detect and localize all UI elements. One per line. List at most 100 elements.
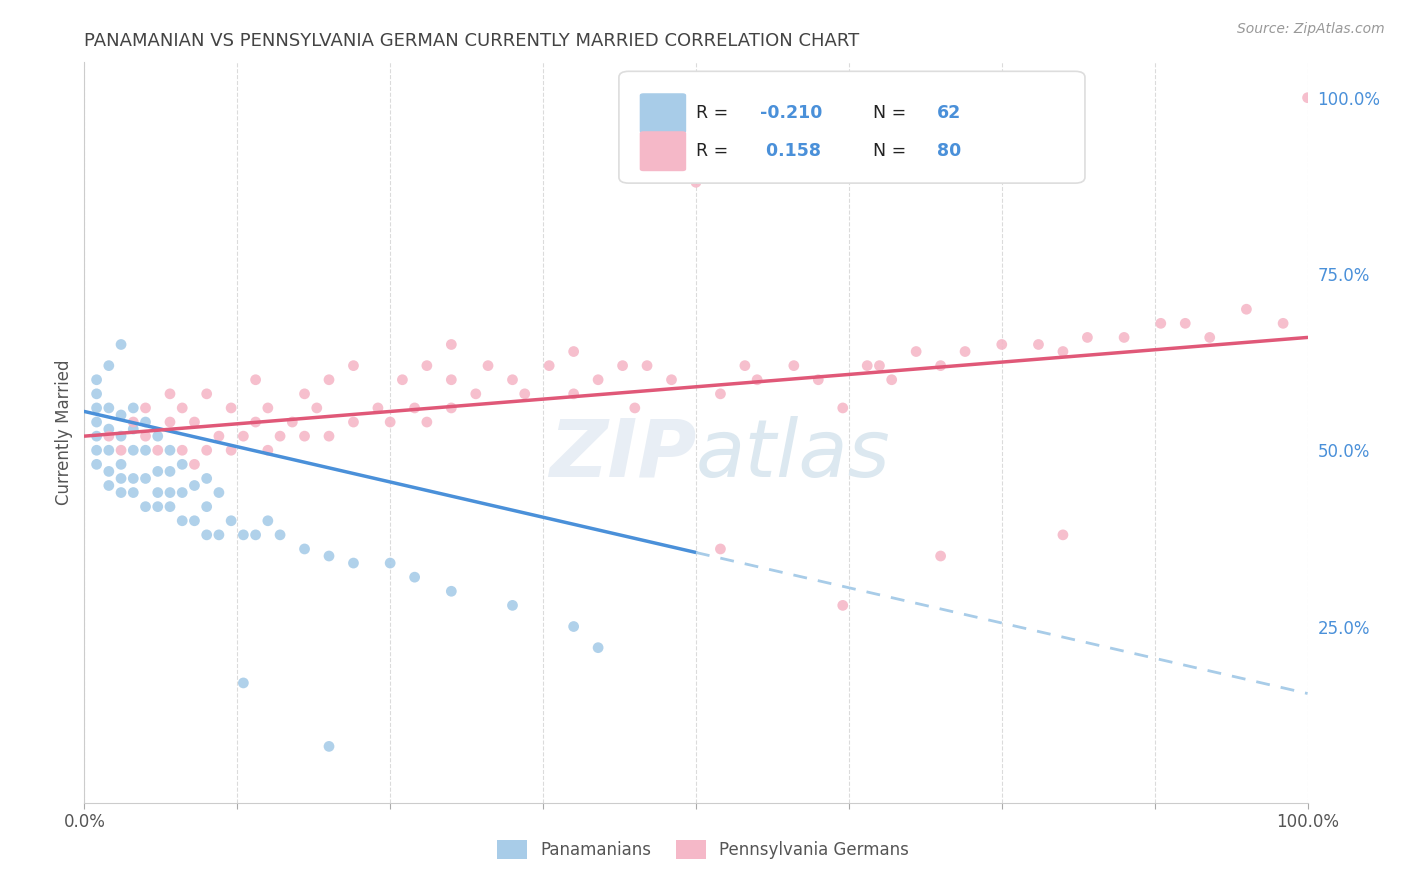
Point [195, 471, 218, 485]
Point [122, 422, 145, 436]
Point [195, 528, 218, 542]
Point [440, 401, 463, 415]
Point [135, 415, 157, 429]
Y-axis label: Currently Married: Currently Married [55, 359, 73, 506]
Point [929, 549, 952, 563]
Point [318, 373, 340, 387]
Point [1028, 337, 1050, 351]
Point [86, 429, 108, 443]
Point [183, 514, 205, 528]
Point [318, 549, 340, 563]
Point [86, 443, 108, 458]
Point [953, 344, 976, 359]
Point [1296, 91, 1319, 105]
Point [110, 408, 132, 422]
Text: R =: R = [696, 104, 734, 122]
FancyBboxPatch shape [619, 71, 1085, 183]
Point [305, 401, 328, 415]
Point [318, 429, 340, 443]
Point [135, 500, 157, 514]
Point [1052, 528, 1074, 542]
Point [342, 359, 364, 373]
Point [183, 415, 205, 429]
Point [636, 359, 658, 373]
Point [281, 415, 304, 429]
Text: 80: 80 [936, 142, 962, 161]
Point [86, 458, 108, 472]
Point [146, 500, 169, 514]
Point [624, 401, 647, 415]
Text: N =: N = [873, 142, 912, 161]
Point [195, 500, 218, 514]
Point [86, 387, 108, 401]
Point [86, 415, 108, 429]
Point [135, 443, 157, 458]
Point [159, 500, 181, 514]
Point [404, 401, 426, 415]
Point [747, 373, 769, 387]
Point [232, 429, 254, 443]
Point [110, 443, 132, 458]
Point [464, 387, 486, 401]
Point [416, 415, 439, 429]
Point [709, 387, 731, 401]
Point [294, 429, 316, 443]
Text: 62: 62 [936, 104, 962, 122]
Point [562, 344, 585, 359]
Point [269, 528, 291, 542]
Point [195, 387, 218, 401]
Point [709, 541, 731, 556]
Point [146, 485, 169, 500]
Point [562, 619, 585, 633]
Point [172, 514, 194, 528]
Point [245, 415, 267, 429]
Point [440, 373, 463, 387]
Text: N =: N = [873, 104, 912, 122]
Point [110, 429, 132, 443]
Point [122, 485, 145, 500]
Point [146, 443, 169, 458]
Point [783, 359, 806, 373]
Text: ZIP: ZIP [548, 416, 696, 494]
Point [257, 401, 280, 415]
Point [440, 337, 463, 351]
Point [159, 464, 181, 478]
Point [318, 739, 340, 754]
Point [1076, 330, 1098, 344]
Point [122, 401, 145, 415]
Point [685, 175, 707, 189]
Point [294, 541, 316, 556]
Point [97, 478, 120, 492]
Point [110, 471, 132, 485]
Text: Source: ZipAtlas.com: Source: ZipAtlas.com [1237, 22, 1385, 37]
Point [257, 443, 280, 458]
Point [1114, 330, 1136, 344]
Point [146, 429, 169, 443]
Text: 0.158: 0.158 [759, 142, 821, 161]
Point [856, 359, 879, 373]
Point [208, 528, 231, 542]
Point [97, 443, 120, 458]
Point [172, 458, 194, 472]
Point [159, 387, 181, 401]
Point [612, 359, 634, 373]
Point [195, 443, 218, 458]
Point [159, 415, 181, 429]
Point [1272, 316, 1295, 330]
Point [86, 401, 108, 415]
Point [135, 471, 157, 485]
Point [342, 415, 364, 429]
Point [135, 429, 157, 443]
Point [146, 464, 169, 478]
Point [97, 422, 120, 436]
Point [1174, 316, 1197, 330]
Point [661, 373, 683, 387]
Point [416, 359, 439, 373]
Point [172, 401, 194, 415]
Point [183, 478, 205, 492]
Point [245, 373, 267, 387]
Point [219, 401, 242, 415]
Point [122, 415, 145, 429]
Point [97, 401, 120, 415]
Point [502, 599, 524, 613]
